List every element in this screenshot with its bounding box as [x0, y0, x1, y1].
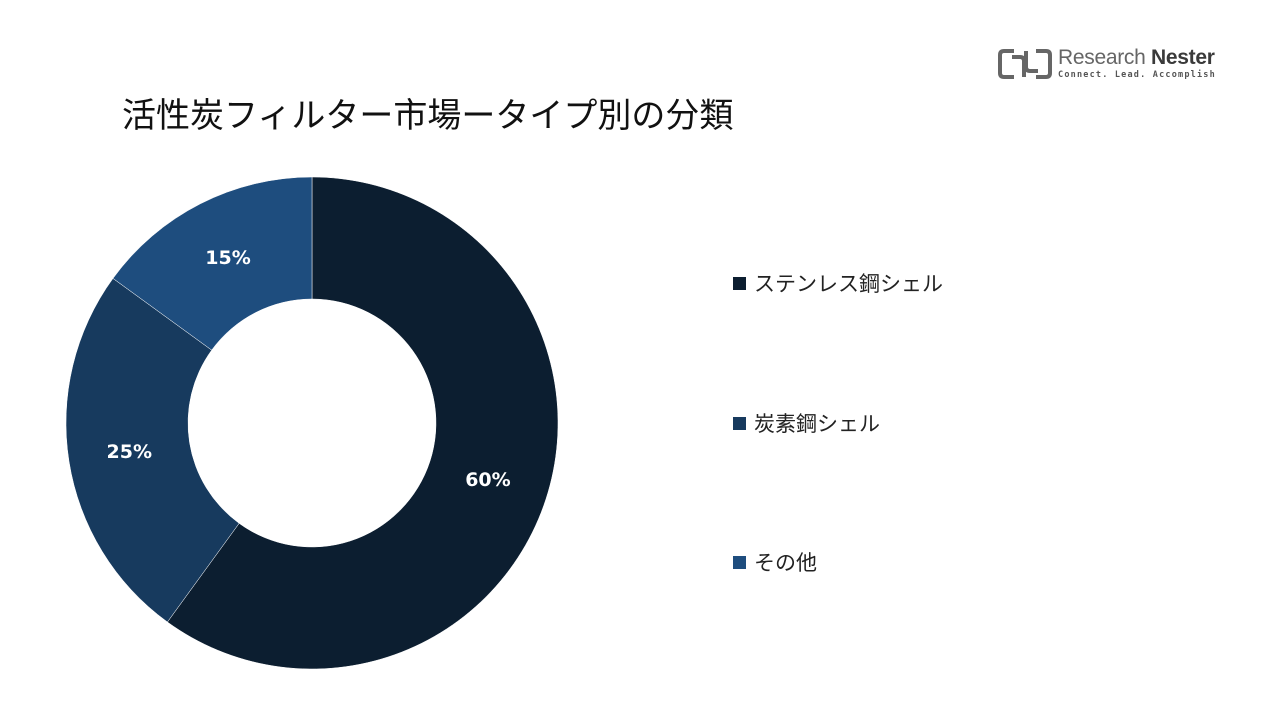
page-title: 活性炭フィルター市場ータイプ別の分類: [122, 96, 734, 136]
logo-tagline: Connect. Lead. Accomplish: [1058, 70, 1216, 80]
logo-name-part2: Nester: [1151, 46, 1215, 69]
company-logo: Research Nester Connect. Lead. Accomplis…: [998, 46, 1218, 86]
slice-other: [112, 176, 313, 351]
chart-data-labels: 60% 25% 15%: [107, 247, 511, 491]
legend-swatch: [733, 417, 746, 430]
logo-name-part1: Research: [1058, 46, 1146, 69]
data-label-stainless-steel-shell: 60%: [465, 469, 510, 491]
legend-label: 炭素鋼シェル: [754, 412, 880, 436]
legend-label: その他: [754, 551, 817, 575]
slice-carbon-steel-shell: [65, 278, 240, 623]
slice-stainless-steel-shell: [167, 176, 559, 670]
legend-swatch: [733, 277, 746, 290]
chart-slices: [65, 176, 559, 670]
legend-label: ステンレス鋼シェル: [754, 272, 943, 296]
legend-swatch: [733, 556, 746, 569]
research-nester-logo-icon: [998, 49, 1052, 79]
data-label-other: 15%: [205, 247, 250, 269]
data-label-carbon-steel-shell: 25%: [107, 441, 152, 463]
logo-name: Research Nester: [1058, 46, 1215, 70]
